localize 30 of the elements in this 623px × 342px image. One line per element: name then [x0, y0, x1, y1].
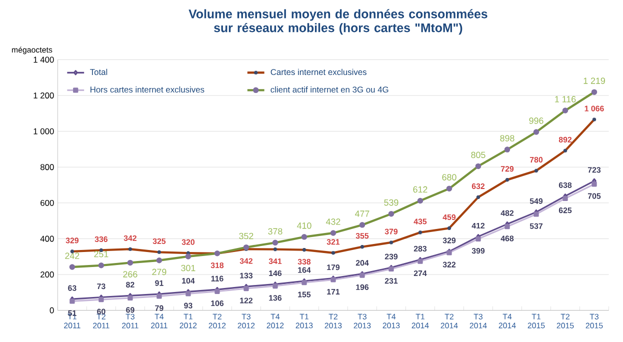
y-tick-label: 800	[40, 164, 54, 170]
data-label: 680	[442, 174, 456, 180]
data-label: 898	[500, 135, 514, 142]
data-label: 301	[181, 264, 196, 272]
data-label: 1 116	[555, 96, 576, 102]
data-label: 539	[384, 199, 398, 206]
chart-title: Volume mensuel moyen de données consommées sur réseaux mobiles (hors cartes "MtoM")	[188, 9, 488, 35]
y-tick-label: 0	[50, 307, 54, 314]
y-tick-label: 1 000	[34, 128, 54, 134]
y-tick-label: 1 400	[34, 56, 54, 63]
y-tick-label: 600	[40, 200, 54, 206]
data-label: 996	[529, 117, 544, 124]
data-label: 477	[354, 210, 370, 217]
data-label: 432	[326, 218, 340, 225]
data-label: 378	[268, 228, 282, 234]
legend-label: Cartes internet exclusives	[270, 68, 366, 75]
data-label: 410	[296, 222, 312, 229]
data-label: 352	[239, 232, 254, 240]
data-label: 266	[123, 271, 138, 278]
legend-label: client actif internet en 3G ou 4G	[270, 86, 388, 92]
data-label: 612	[413, 186, 428, 193]
legend-label: Total	[90, 68, 108, 75]
data-label: 805	[471, 152, 486, 158]
y-tick-label: 1 200	[34, 92, 54, 98]
legend-label: Hors cartes internet exclusives	[90, 86, 204, 92]
data-label: 242	[65, 252, 80, 259]
data-label: 279	[152, 268, 166, 276]
y-tick-label: 200	[40, 271, 54, 278]
y-tick-label: 400	[40, 236, 54, 242]
data-label: 1 219	[584, 78, 605, 84]
